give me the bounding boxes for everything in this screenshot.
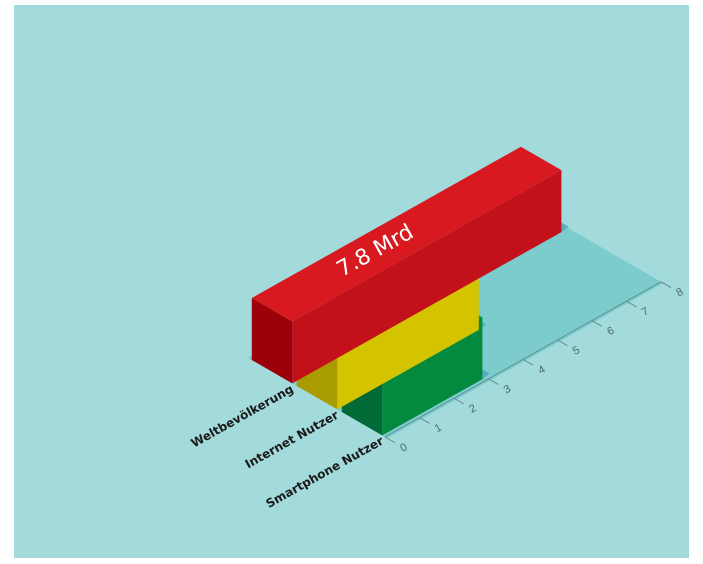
tick-label: 8 (674, 286, 685, 299)
axis-tick (488, 378, 499, 385)
bars: 2.9 Mrd4.1 Mrd7.8 Mrd (251, 146, 562, 436)
tick-label: 7 (640, 305, 651, 318)
axis-tick (384, 436, 396, 444)
axis-tick (626, 300, 637, 308)
bar: 7.8 Mrd (251, 146, 562, 384)
bar-end-face (251, 298, 293, 384)
tick-label: 5 (571, 344, 582, 357)
axis-tick (557, 339, 568, 347)
tick-label: 4 (536, 364, 547, 377)
axis-tick (522, 358, 534, 366)
tick-label: 3 (502, 383, 513, 396)
axis-tick (419, 417, 430, 424)
axis-tick (453, 397, 465, 405)
axis-tick (660, 281, 672, 288)
axis-tick (591, 320, 603, 327)
tick-label: 1 (433, 422, 444, 435)
bar-side-face (382, 317, 483, 436)
bar-side-face (337, 267, 479, 410)
tick-label: 6 (605, 325, 616, 338)
tick-label: 2 (467, 402, 478, 415)
bar-top-face (251, 146, 562, 322)
bar-side-face (292, 170, 562, 384)
value-axis: 0 1 2 3 4 5 6 7 8 (384, 281, 685, 455)
tick-label: 0 (398, 441, 409, 454)
